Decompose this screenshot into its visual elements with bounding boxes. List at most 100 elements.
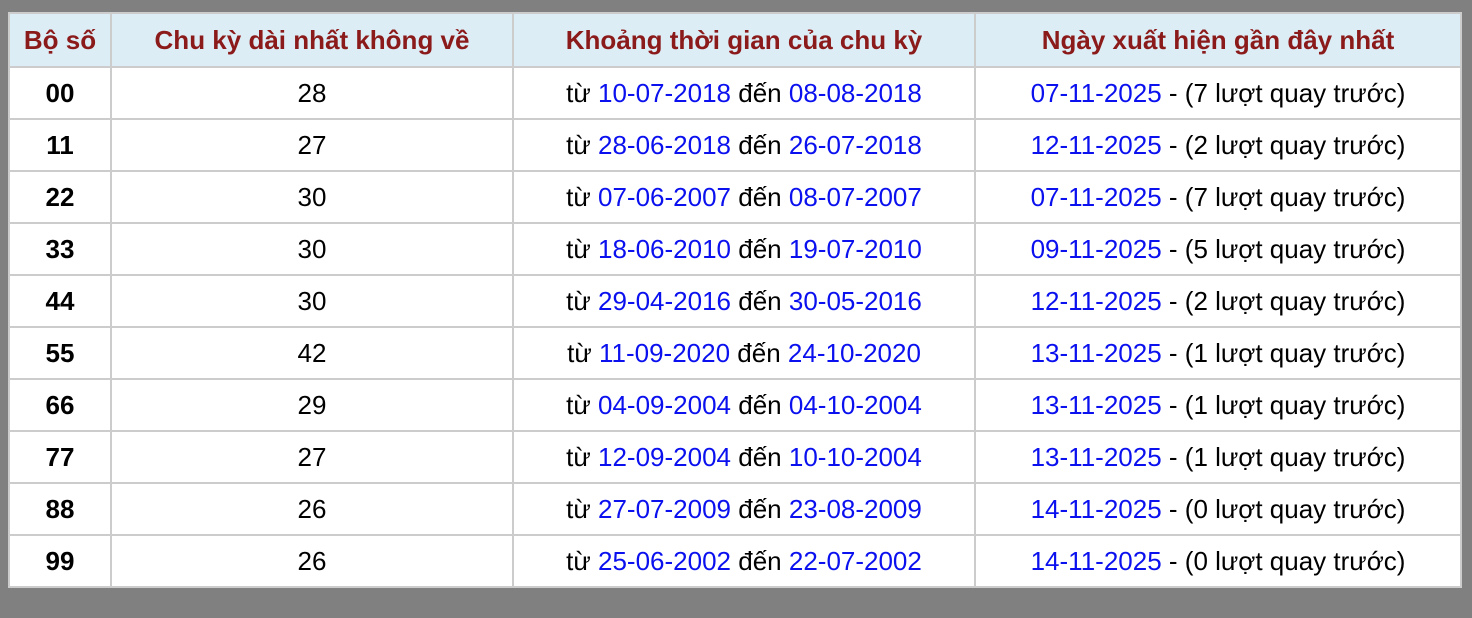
table-row: 55 42 từ 11-09-2020 đến 24-10-2020 13-11-20… <box>8 326 1462 380</box>
set-number: 55 <box>8 326 112 380</box>
start-date: 28-06-2018 <box>598 129 731 160</box>
table-row: 22 30 từ 07-06-2007 đến 08-07-2007 07-11-20… <box>8 170 1462 224</box>
end-date: 26-07-2018 <box>788 129 922 160</box>
start-date: 11-09-2020 <box>598 337 731 368</box>
start-date: 10-07-2018 <box>598 77 731 108</box>
draws-ago: (0 lượt quay trước) <box>1184 493 1406 524</box>
from-label: từ <box>566 285 591 316</box>
period-cell: từ 10-07-2018 đến 08-08-2018 <box>512 66 976 120</box>
header-cycle: Chu kỳ dài nhất không về <box>110 12 514 68</box>
draws-ago: (1 lượt quay trước) <box>1184 389 1406 420</box>
cycle-length: 26 <box>110 482 514 536</box>
to-label: đến <box>738 545 782 576</box>
table-row: 00 28 từ 10-07-2018 đến 08-08-2018 07-11-20… <box>8 66 1462 120</box>
last-date: 13-11-2025 <box>1030 389 1162 420</box>
last-date: 12-11-2025 <box>1030 129 1162 160</box>
last-date: 14-11-2025 <box>1030 493 1162 524</box>
cycle-length: 29 <box>110 378 514 432</box>
separator: - <box>1161 181 1185 212</box>
last-seen-cell: 09-11-2025 - (5 lượt quay trước) <box>974 222 1462 276</box>
header-last-seen: Ngày xuất hiện gần đây nhất <box>974 12 1462 68</box>
end-date: 08-07-2007 <box>788 181 922 212</box>
separator: - <box>1161 493 1185 524</box>
cycle-length: 28 <box>110 66 514 120</box>
last-seen-cell: 13-11-2025 - (1 lượt quay trước) <box>974 378 1462 432</box>
draws-ago: (1 lượt quay trước) <box>1184 337 1406 368</box>
separator: - <box>1161 129 1185 160</box>
period-cell: từ 12-09-2004 đến 10-10-2004 <box>512 430 976 484</box>
draws-ago: (0 lượt quay trước) <box>1184 545 1406 576</box>
end-date: 04-10-2004 <box>788 389 922 420</box>
table-row: 99 26 từ 25-06-2002 đến 22-07-2002 14-11-20… <box>8 534 1462 588</box>
cycle-stats-table: Bộ số Chu kỳ dài nhất không về Khoảng th… <box>8 12 1462 588</box>
last-date: 13-11-2025 <box>1030 441 1162 472</box>
last-date: 07-11-2025 <box>1030 181 1162 212</box>
table-row: 11 27 từ 28-06-2018 đến 26-07-2018 12-11-20… <box>8 118 1462 172</box>
draws-ago: (1 lượt quay trước) <box>1184 441 1406 472</box>
to-label: đến <box>738 129 782 160</box>
last-seen-cell: 13-11-2025 - (1 lượt quay trước) <box>974 326 1462 380</box>
period-cell: từ 25-06-2002 đến 22-07-2002 <box>512 534 976 588</box>
to-label: đến <box>737 337 781 368</box>
cycle-length: 42 <box>110 326 514 380</box>
to-label: đến <box>738 441 782 472</box>
table-row: 44 30 từ 29-04-2016 đến 30-05-2016 12-11-20… <box>8 274 1462 328</box>
set-number: 44 <box>8 274 112 328</box>
period-cell: từ 07-06-2007 đến 08-07-2007 <box>512 170 976 224</box>
start-date: 27-07-2009 <box>598 493 731 524</box>
start-date: 04-09-2004 <box>598 389 731 420</box>
end-date: 19-07-2010 <box>788 233 922 264</box>
draws-ago: (5 lượt quay trước) <box>1184 233 1406 264</box>
start-date: 18-06-2010 <box>598 233 731 264</box>
to-label: đến <box>738 233 782 264</box>
separator: - <box>1161 285 1185 316</box>
end-date: 08-08-2018 <box>788 77 922 108</box>
start-date: 07-06-2007 <box>598 181 731 212</box>
set-number: 66 <box>8 378 112 432</box>
period-cell: từ 28-06-2018 đến 26-07-2018 <box>512 118 976 172</box>
end-date: 23-08-2009 <box>788 493 922 524</box>
last-seen-cell: 12-11-2025 - (2 lượt quay trước) <box>974 274 1462 328</box>
from-label: từ <box>566 493 591 524</box>
from-label: từ <box>566 129 591 160</box>
end-date: 24-10-2020 <box>787 337 921 368</box>
from-label: từ <box>566 545 591 576</box>
set-number: 11 <box>8 118 112 172</box>
set-number: 33 <box>8 222 112 276</box>
last-date: 09-11-2025 <box>1030 233 1162 264</box>
draws-ago: (7 lượt quay trước) <box>1184 181 1406 212</box>
last-seen-cell: 14-11-2025 - (0 lượt quay trước) <box>974 482 1462 536</box>
from-label: từ <box>566 441 591 472</box>
cycle-length: 27 <box>110 430 514 484</box>
draws-ago: (2 lượt quay trước) <box>1184 285 1406 316</box>
separator: - <box>1161 337 1185 368</box>
last-date: 07-11-2025 <box>1030 77 1162 108</box>
from-label: từ <box>566 233 591 264</box>
cycle-length: 30 <box>110 222 514 276</box>
separator: - <box>1161 545 1185 576</box>
cycle-length: 26 <box>110 534 514 588</box>
start-date: 25-06-2002 <box>598 545 731 576</box>
last-date: 13-11-2025 <box>1030 337 1162 368</box>
draws-ago: (2 lượt quay trước) <box>1184 129 1406 160</box>
set-number: 99 <box>8 534 112 588</box>
period-cell: từ 29-04-2016 đến 30-05-2016 <box>512 274 976 328</box>
to-label: đến <box>738 389 782 420</box>
last-seen-cell: 07-11-2025 - (7 lượt quay trước) <box>974 66 1462 120</box>
last-date: 12-11-2025 <box>1030 285 1162 316</box>
table-row: 33 30 từ 18-06-2010 đến 19-07-2010 09-11-20… <box>8 222 1462 276</box>
from-label: từ <box>566 389 591 420</box>
separator: - <box>1161 77 1185 108</box>
last-seen-cell: 14-11-2025 - (0 lượt quay trước) <box>974 534 1462 588</box>
cycle-length: 27 <box>110 118 514 172</box>
table-row: 77 27 từ 12-09-2004 đến 10-10-2004 13-11-20… <box>8 430 1462 484</box>
separator: - <box>1161 441 1185 472</box>
from-label: từ <box>567 337 592 368</box>
set-number: 88 <box>8 482 112 536</box>
header-period: Khoảng thời gian của chu kỳ <box>512 12 976 68</box>
set-number: 00 <box>8 66 112 120</box>
start-date: 12-09-2004 <box>598 441 731 472</box>
separator: - <box>1161 233 1185 264</box>
to-label: đến <box>738 493 782 524</box>
period-cell: từ 27-07-2009 đến 23-08-2009 <box>512 482 976 536</box>
